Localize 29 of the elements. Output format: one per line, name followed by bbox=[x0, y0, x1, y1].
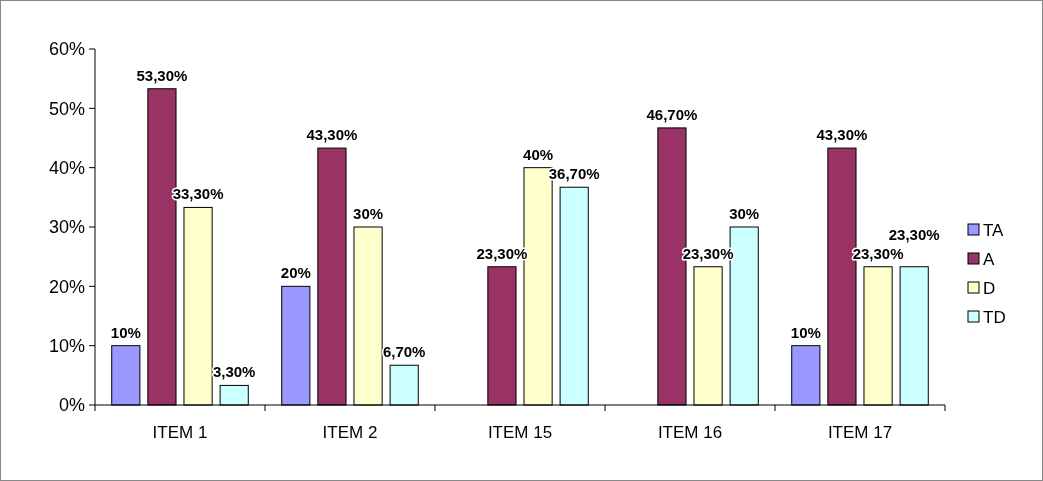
y-tick-label: 60% bbox=[48, 39, 85, 60]
data-label: 3,30% bbox=[212, 363, 256, 381]
x-tick-label: ITEM 17 bbox=[827, 423, 893, 442]
data-label: 43,30% bbox=[816, 126, 868, 144]
legend-label: TA bbox=[983, 220, 1005, 240]
y-tick-label: 10% bbox=[48, 335, 85, 356]
legend-label: D bbox=[983, 278, 996, 298]
data-label: 10% bbox=[110, 323, 141, 341]
y-tick-label: 30% bbox=[48, 217, 85, 238]
data-label: 20% bbox=[280, 264, 311, 282]
x-tick-label: ITEM 2 bbox=[322, 423, 378, 442]
y-tick-label: 0% bbox=[58, 395, 85, 416]
data-label: 30% bbox=[729, 205, 760, 222]
x-tick-label: ITEM 15 bbox=[487, 423, 553, 442]
data-label: 30% bbox=[353, 205, 384, 222]
legend-label: A bbox=[983, 249, 995, 269]
data-label: 53,30% bbox=[136, 66, 188, 84]
y-tick-label: 40% bbox=[48, 157, 85, 178]
data-label: 10% bbox=[790, 323, 821, 341]
data-label: 6,70% bbox=[382, 343, 426, 361]
x-tick-label: ITEM 1 bbox=[152, 423, 208, 442]
data-label: 23,30% bbox=[888, 225, 940, 243]
data-label: 43,30% bbox=[306, 126, 358, 144]
data-label: 46,70% bbox=[646, 105, 698, 123]
y-tick-label: 20% bbox=[48, 276, 85, 297]
y-tick-label: 50% bbox=[48, 98, 85, 119]
legend-label: TD bbox=[983, 307, 1006, 327]
x-tick-label: ITEM 16 bbox=[657, 423, 723, 442]
data-label: 40% bbox=[523, 145, 554, 163]
